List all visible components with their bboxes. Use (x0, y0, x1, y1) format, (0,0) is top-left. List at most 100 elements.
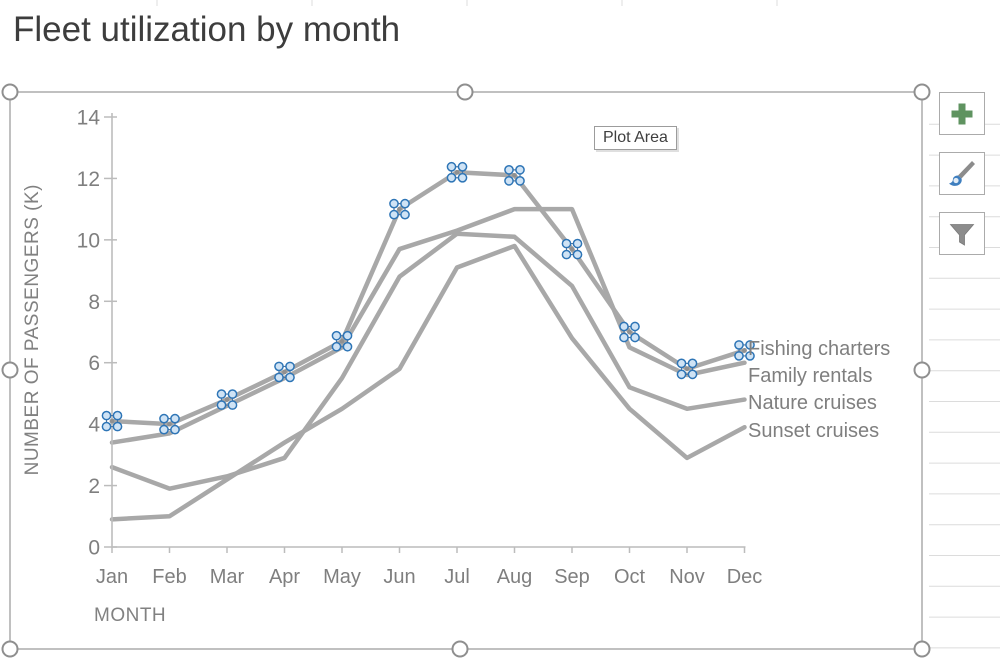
selected-point-handle[interactable] (734, 351, 744, 361)
selected-point-handle[interactable] (227, 389, 238, 399)
y-tick-label: 14 (77, 107, 101, 130)
selection-resize-handle[interactable] (1, 83, 19, 101)
x-tick-label: Feb (152, 566, 186, 588)
selected-point-handle[interactable] (630, 321, 640, 332)
selected-point-handle[interactable] (572, 238, 583, 249)
selection-resize-handle[interactable] (1, 361, 19, 379)
paintbrush-icon (949, 160, 975, 186)
x-tick-label: Jan (96, 566, 128, 588)
selected-point-handle[interactable] (446, 161, 457, 172)
selected-point-handle[interactable] (572, 249, 583, 260)
x-tick-label: Jun (383, 566, 415, 588)
plot-area-tooltip: Plot Area (594, 126, 677, 150)
series-label-family-rentals[interactable]: Family rentals (748, 365, 873, 387)
selected-point-handle[interactable] (745, 351, 755, 361)
series-line-sunset-cruises[interactable] (109, 243, 747, 522)
selected-point-handle[interactable] (734, 340, 744, 350)
selected-point-handle[interactable] (159, 413, 169, 424)
x-tick-label: Apr (269, 566, 300, 588)
y-tick-label: 10 (77, 229, 100, 252)
x-tick-label: May (323, 566, 361, 588)
data-point-center (339, 338, 345, 344)
selected-point-handle[interactable] (687, 369, 698, 380)
selected-point-handle[interactable] (170, 413, 180, 424)
selected-point-handle[interactable] (504, 165, 514, 175)
selected-point-handle[interactable] (630, 332, 640, 343)
selected-point-handle[interactable] (619, 332, 629, 343)
selected-point-handle[interactable] (687, 358, 698, 369)
selected-point-handle[interactable] (112, 410, 123, 421)
y-axis-title[interactable]: NUMBER OF PASSENGERS (K) (22, 184, 43, 476)
selected-point-handle[interactable] (274, 361, 284, 372)
selected-point-handle[interactable] (101, 410, 112, 421)
series-line-family-rentals[interactable] (109, 206, 747, 445)
data-point-center (397, 206, 402, 212)
selected-point-handle[interactable] (216, 400, 227, 410)
selection-resize-handle[interactable] (913, 361, 931, 379)
selected-point-handle[interactable] (745, 340, 755, 350)
selected-point-handle[interactable] (561, 249, 572, 260)
data-point-center (684, 366, 690, 372)
chart-styles-button[interactable] (939, 152, 985, 195)
data-point-center (454, 169, 460, 175)
x-tick-label: Aug (497, 566, 533, 588)
selected-point-handle[interactable] (515, 176, 525, 186)
data-point-center (167, 421, 172, 427)
selected-point-handle[interactable] (331, 341, 342, 352)
x-tick-label: Oct (614, 566, 646, 588)
selected-point-handle[interactable] (676, 358, 687, 369)
selection-resize-handle[interactable] (913, 640, 931, 658)
selected-point-handle[interactable] (676, 369, 687, 380)
y-tick-label: 0 (88, 537, 100, 560)
data-point-center (282, 369, 287, 375)
selected-point-handle[interactable] (619, 321, 629, 332)
data-point-center (512, 172, 517, 178)
series-label-sunset-cruises[interactable]: Sunset cruises (748, 420, 880, 442)
selected-point-handle[interactable] (561, 238, 572, 249)
chart-filters-button[interactable] (939, 212, 985, 255)
y-tick-label: 4 (88, 414, 100, 437)
x-tick-label: Mar (210, 566, 245, 588)
selected-point-handle[interactable] (400, 198, 410, 209)
selected-point-handle[interactable] (274, 372, 284, 383)
selection-resize-handle[interactable] (456, 83, 474, 101)
selected-point-handle[interactable] (285, 372, 295, 383)
selected-point-handle[interactable] (446, 172, 457, 183)
selected-point-handle[interactable] (457, 161, 468, 172)
chart-title[interactable]: Fleet utilization by month (13, 10, 401, 49)
selected-point-handle[interactable] (400, 209, 410, 220)
selected-point-handle[interactable] (457, 172, 468, 183)
y-tick-label: 6 (88, 352, 100, 375)
selected-point-handle[interactable] (285, 361, 295, 372)
selected-point-handle[interactable] (389, 198, 399, 209)
selected-point-handle[interactable] (342, 330, 353, 341)
x-tick-label: Nov (669, 566, 705, 588)
selected-point-handle[interactable] (331, 330, 342, 341)
selected-point-handle[interactable] (515, 165, 525, 175)
series-line-nature-cruises[interactable] (109, 231, 747, 491)
selected-point-handle[interactable] (504, 176, 514, 186)
selection-resize-handle[interactable] (1, 640, 19, 658)
series-label-nature-cruises[interactable]: Nature cruises (748, 392, 877, 414)
selected-point-handle[interactable] (216, 389, 227, 399)
series-line-fishing-charters[interactable] (109, 170, 747, 427)
selection-resize-handle[interactable] (451, 640, 469, 658)
selected-point-handle[interactable] (342, 341, 353, 352)
data-point-center (224, 397, 230, 402)
selected-point-handle[interactable] (101, 421, 112, 432)
x-tick-label: Jul (444, 566, 470, 588)
series-label-fishing-charters[interactable]: Fishing charters (748, 338, 891, 360)
selected-point-handle[interactable] (159, 424, 169, 435)
x-axis-title[interactable]: MONTH (94, 605, 167, 626)
selected-point-handle[interactable] (170, 424, 180, 435)
selected-point-handle[interactable] (227, 400, 238, 410)
selected-point-handle[interactable] (389, 209, 399, 220)
selected-point-handle[interactable] (112, 421, 123, 432)
y-tick-label: 12 (77, 168, 100, 191)
chart-elements-button[interactable] (939, 92, 985, 135)
plus-icon (951, 103, 973, 124)
y-axis-title-wrap: NUMBER OF PASSENGERS (K) (14, 113, 52, 547)
selection-resize-handle[interactable] (913, 83, 931, 101)
